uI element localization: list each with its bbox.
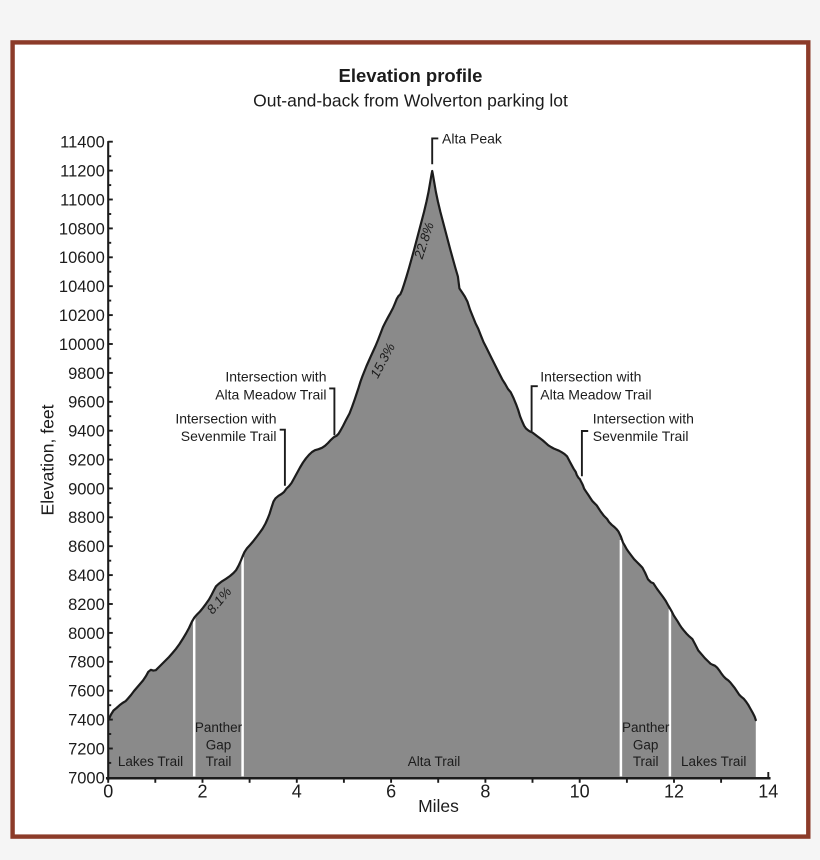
svg-text:7200: 7200 [68, 740, 105, 758]
svg-text:11400: 11400 [60, 134, 105, 152]
svg-text:Panther: Panther [622, 720, 670, 735]
svg-text:8400: 8400 [68, 567, 105, 585]
svg-text:12: 12 [664, 782, 684, 802]
svg-text:0: 0 [103, 782, 113, 802]
svg-text:Out-and-back from Wolverton pa: Out-and-back from Wolverton parking lot [253, 91, 568, 111]
svg-text:9800: 9800 [68, 365, 105, 383]
svg-text:Alta Meadow Trail: Alta Meadow Trail [540, 387, 651, 403]
svg-text:7400: 7400 [68, 712, 105, 730]
svg-text:14: 14 [758, 782, 778, 802]
svg-text:Intersection with: Intersection with [225, 369, 326, 385]
svg-text:Lakes Trail: Lakes Trail [118, 754, 183, 769]
svg-text:9000: 9000 [68, 480, 105, 498]
svg-text:Elevation profile: Elevation profile [339, 65, 483, 86]
svg-text:8600: 8600 [68, 538, 105, 556]
svg-text:Intersection with: Intersection with [540, 369, 641, 385]
svg-text:Trail: Trail [633, 754, 659, 769]
svg-text:Alta Meadow Trail: Alta Meadow Trail [215, 387, 326, 403]
svg-text:4: 4 [292, 782, 302, 802]
svg-text:8800: 8800 [68, 509, 105, 527]
svg-text:10: 10 [570, 782, 590, 802]
svg-text:11200: 11200 [60, 163, 105, 181]
svg-text:6: 6 [386, 782, 396, 802]
svg-text:9600: 9600 [68, 394, 105, 412]
svg-text:Miles: Miles [418, 796, 459, 816]
svg-text:9400: 9400 [68, 423, 105, 441]
svg-text:2: 2 [197, 782, 207, 802]
svg-text:10000: 10000 [59, 336, 105, 354]
svg-text:Sevenmile Trail: Sevenmile Trail [181, 428, 277, 444]
svg-text:10800: 10800 [59, 220, 105, 238]
svg-text:7600: 7600 [68, 683, 105, 701]
svg-text:Intersection with: Intersection with [593, 411, 694, 427]
svg-text:7800: 7800 [68, 654, 105, 672]
svg-text:Lakes Trail: Lakes Trail [681, 754, 746, 769]
svg-text:7000: 7000 [68, 769, 105, 787]
svg-text:10600: 10600 [59, 249, 105, 267]
svg-text:9200: 9200 [68, 452, 105, 470]
svg-text:8200: 8200 [68, 596, 105, 614]
svg-text:Panther: Panther [195, 720, 243, 735]
svg-text:8000: 8000 [68, 625, 105, 643]
svg-text:10400: 10400 [59, 278, 105, 296]
svg-text:Sevenmile Trail: Sevenmile Trail [593, 428, 689, 444]
svg-text:Elevation, feet: Elevation, feet [38, 404, 58, 515]
svg-text:Intersection with: Intersection with [175, 411, 276, 427]
svg-text:Gap: Gap [633, 738, 659, 753]
svg-text:Trail: Trail [206, 754, 232, 769]
svg-text:11000: 11000 [60, 191, 105, 209]
svg-text:10200: 10200 [59, 307, 105, 325]
svg-text:Alta Trail: Alta Trail [408, 754, 461, 769]
svg-text:Gap: Gap [206, 738, 232, 753]
svg-text:8: 8 [480, 782, 490, 802]
svg-text:Alta Peak: Alta Peak [442, 131, 503, 147]
